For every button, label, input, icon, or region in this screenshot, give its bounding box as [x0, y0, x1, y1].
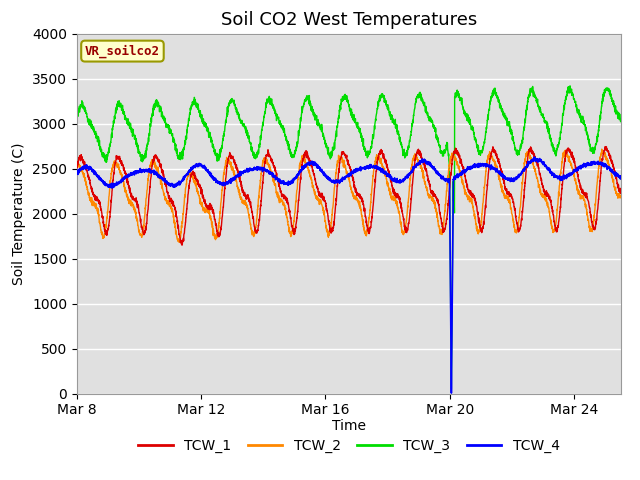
Legend: TCW_1, TCW_2, TCW_3, TCW_4: TCW_1, TCW_2, TCW_3, TCW_4	[132, 433, 565, 459]
TCW_4	[73, 169, 81, 175]
TCW_3	[135, 149, 143, 155]
TCW_1	[602, 144, 609, 149]
TCW_4	[447, 390, 455, 396]
TCW_3	[73, 113, 81, 119]
TCW_1	[282, 197, 289, 203]
TCW_2	[282, 205, 289, 211]
TCW_3	[282, 132, 289, 138]
TCW_1	[607, 153, 614, 158]
TCW_1	[167, 198, 175, 204]
TCW_4	[607, 166, 614, 171]
TCW_1	[305, 157, 313, 163]
TCW_2	[305, 167, 313, 173]
TCW_4	[167, 181, 175, 187]
Line: TCW_4: TCW_4	[77, 157, 621, 393]
TCW_4	[135, 168, 143, 174]
TCW_3	[617, 116, 625, 122]
TCW_3	[447, 386, 455, 392]
Text: VR_soilco2: VR_soilco2	[85, 44, 160, 58]
TCW_1	[617, 189, 625, 195]
TCW_1	[135, 208, 143, 214]
TCW_3	[607, 94, 614, 99]
TCW_4	[305, 159, 313, 165]
TCW_2	[607, 168, 614, 174]
X-axis label: Time: Time	[332, 419, 366, 432]
TCW_3	[305, 97, 313, 103]
TCW_3	[548, 141, 556, 147]
TCW_1	[548, 205, 556, 211]
Y-axis label: Soil Temperature (C): Soil Temperature (C)	[12, 143, 26, 285]
TCW_2	[73, 158, 81, 164]
TCW_4	[617, 174, 625, 180]
TCW_4	[531, 154, 538, 160]
TCW_2	[548, 225, 556, 230]
TCW_2	[598, 146, 605, 152]
TCW_1	[178, 242, 186, 248]
Line: TCW_1: TCW_1	[77, 146, 621, 245]
TCW_2	[617, 194, 625, 200]
TCW_2	[135, 228, 143, 233]
TCW_4	[548, 172, 556, 178]
TCW_3	[566, 83, 574, 89]
Line: TCW_3: TCW_3	[77, 86, 621, 389]
TCW_4	[282, 180, 289, 186]
TCW_2	[167, 204, 175, 210]
Title: Soil CO2 West Temperatures: Soil CO2 West Temperatures	[221, 11, 477, 29]
TCW_1	[73, 165, 81, 170]
TCW_2	[175, 240, 183, 245]
TCW_3	[167, 127, 175, 132]
Line: TCW_2: TCW_2	[77, 149, 621, 242]
